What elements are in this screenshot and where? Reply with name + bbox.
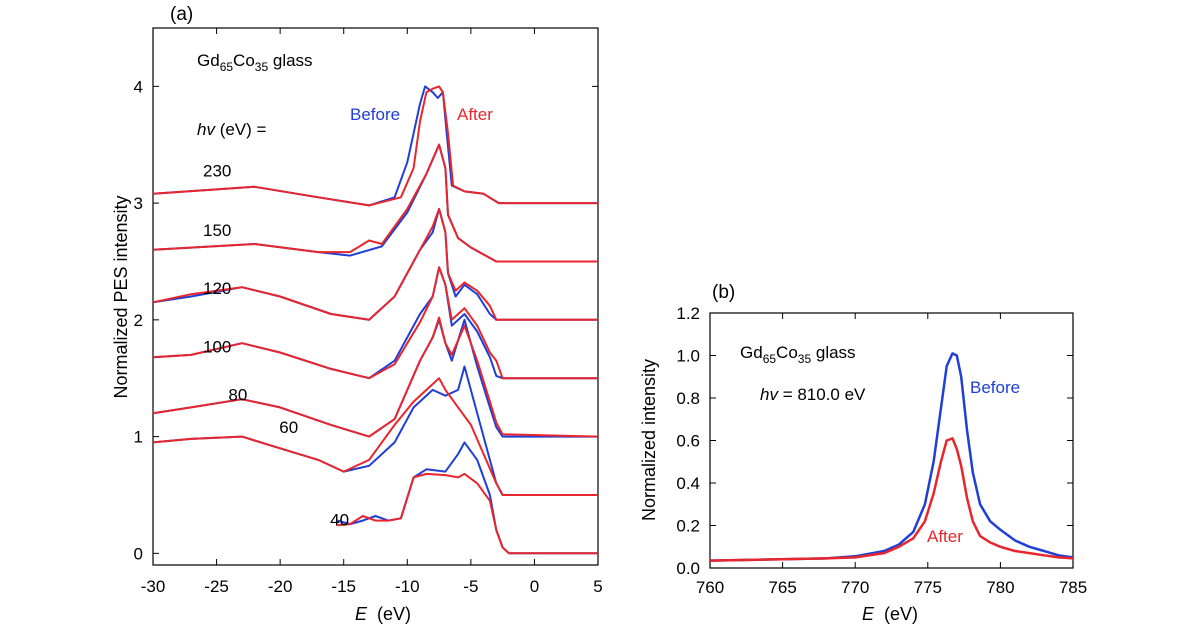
panel-b-x-tick-label: 765 [768,578,796,597]
panel-a-sample-title: Gd65Co35 glass [197,51,313,74]
panel-b-x-tick-label: 780 [986,578,1014,597]
series-before [709,352,1074,562]
panel-b-title-sub2: 35 [798,352,812,366]
panel-a-y-tick-label: 4 [134,77,143,96]
panel-b-y-tick-label: 0.8 [676,389,700,408]
panel-a-hv-unit: (eV) = [215,120,267,139]
panel-a-hv-symbol: hv [197,120,216,139]
panel-a-spectra [152,85,599,555]
panel-a-title-rest: glass [268,51,312,70]
panel-b-x-ticks: 760 765 770 775 780 785 [696,313,1087,597]
panel-a-x-tick-label: -15 [331,577,356,596]
panel-b-title-co: Co [776,343,798,362]
hv-label-60: 60 [279,418,298,437]
panel-b-y-ticks: 0.0 0.2 0.4 0.6 0.8 1.0 1.2 [676,304,1073,578]
spectrum-after-hv-80 [152,316,599,438]
panel-b-hv-symbol: hv [760,385,779,404]
hv-label-100: 100 [203,338,231,357]
panel-b-y-tick-label: 0.4 [676,474,700,493]
panel-b-hv-value: = 810.0 eV [778,385,866,404]
panel-b-y-tick-label: 0.6 [676,432,700,451]
spectrum-after-hv-150 [152,143,598,263]
panel-b-title-gd: Gd [740,343,763,362]
spectrum-before-hv-60 [152,365,598,496]
panel-a-legend-after: After [457,105,493,124]
panel-a-title-sub2: 35 [255,60,269,74]
panel-b-hv-annotation: hv = 810.0 eV [760,385,866,404]
hv-label-40: 40 [330,510,349,529]
hv-label-150: 150 [203,221,231,240]
panel-b-spectra [709,352,1074,562]
spectrum-after-hv-40 [337,472,598,555]
panel-b: (b) 760 765 770 775 780 785 0.0 0.2 0.4 0.6 0.8 1.… [639,282,1087,624]
panel-a-x-label-unit: (eV) [367,604,411,624]
panel-b-x-label-unit: (eV) [874,604,918,624]
panel-a-title-co: Co [233,51,255,70]
panel-b-sample-title: Gd65Co35 glass [740,343,856,366]
panel-a-x-tick-label: -10 [395,577,420,596]
panel-b-x-label-var: E [862,604,875,624]
panel-a-x-tick-label: 5 [593,577,602,596]
panel-b-label-after: After [927,527,963,546]
panel-a-y-tick-label: 2 [134,311,143,330]
spectrum-after-hv-100 [152,266,598,380]
panel-a-y-tick-label: 0 [134,544,143,563]
panel-a-x-tick-label: -20 [268,577,293,596]
panel-b-title-sub1: 65 [763,352,777,366]
panel-a-y-ticks: 0 1 2 3 4 [134,77,598,563]
hv-label-80: 80 [228,385,247,404]
panel-b-y-tick-label: 1.0 [676,347,700,366]
panel-a-hv-labels: 230 150 120 100 80 60 40 [203,161,349,529]
panel-b-x-axis-label: E (eV) [862,604,918,624]
panel-b-x-tick-label: 775 [914,578,942,597]
panel-a-hv-header: hv (eV) = [197,120,267,139]
panel-b-label-before: Before [970,378,1020,397]
panel-b-x-tick-label: 760 [696,578,724,597]
series-after [709,437,1074,562]
panel-a-title-gd: Gd [197,51,220,70]
panel-a-x-tick-label: 0 [530,577,539,596]
spectrum-after-hv-230 [152,85,598,207]
spectrum-after-hv-120 [152,207,598,321]
panel-b-x-tick-label: 785 [1059,578,1087,597]
panel-a-label: (a) [170,4,193,25]
panel-a-frame [152,27,599,566]
panel-a-legend-before: Before [350,105,400,124]
panel-a: (a) -30 -25 -20 -15 -10 -5 0 5 0 1 2 3 4 230 150 120 1… [111,4,603,624]
panel-b-y-tick-label: 1.2 [676,304,700,323]
panel-a-x-tick-label: -25 [204,577,229,596]
hv-label-230: 230 [203,161,231,180]
panel-a-x-tick-label: -30 [141,577,166,596]
panel-a-x-tick-label: -5 [463,577,478,596]
panel-a-y-axis-label: Normalized PES intensity [111,195,131,398]
panel-b-label: (b) [712,282,735,303]
panel-a-x-ticks: -30 -25 -20 -15 -10 -5 0 5 [141,28,603,596]
panel-a-y-tick-label: 1 [134,428,143,447]
hv-label-120: 120 [203,279,231,298]
panel-b-x-tick-label: 770 [841,578,869,597]
panel-b-y-tick-label: 0.2 [676,517,700,536]
panel-b-y-axis-label: Normalized intensity [639,359,659,521]
panel-a-x-label-var: E [355,604,368,624]
panel-b-y-tick-label: 0.0 [676,559,700,578]
panel-a-y-tick-label: 3 [134,194,143,213]
panel-a-title-sub1: 65 [220,60,234,74]
panel-a-x-axis-label: E (eV) [355,604,411,624]
spectrum-after-hv-60 [152,377,598,496]
panel-b-title-rest: glass [811,343,855,362]
